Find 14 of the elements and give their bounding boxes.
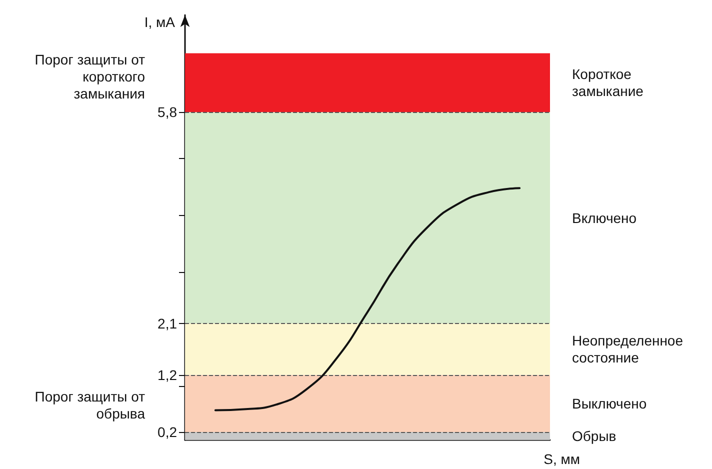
line-series [214, 187, 521, 412]
y-axis-title: I, мА [144, 14, 176, 30]
band-label: Неопределенное состояние [572, 332, 684, 366]
band-label: Обрыв [572, 428, 616, 444]
ref-line-label: Порог защиты от обрыва [34, 388, 146, 422]
y-tick-label: 2,1 [158, 315, 178, 332]
y-tick-label: 5,8 [158, 104, 178, 120]
band-label: Включено [572, 210, 637, 226]
band-label: Короткое замыкание [572, 66, 644, 100]
ref-line-label: Порог защиты от короткого замыкания [34, 52, 146, 102]
y-tick-label: 0,2 [158, 424, 178, 440]
band-label: Выключено [572, 395, 647, 412]
y-tick-label: 1,2 [158, 366, 178, 383]
x-axis-title: S, мм [544, 451, 580, 467]
